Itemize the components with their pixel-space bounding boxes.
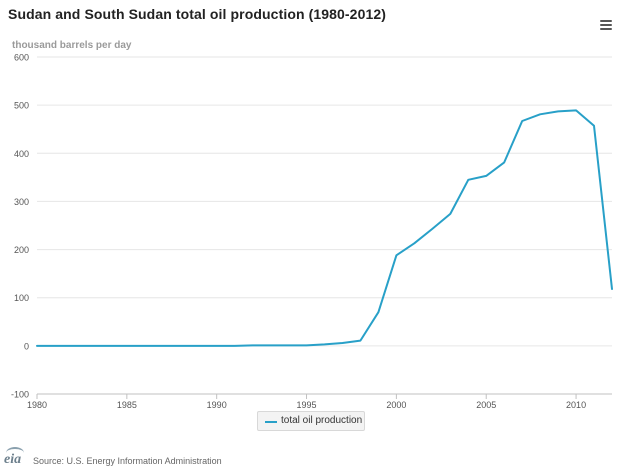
y-tick-label: 400 [14, 149, 29, 159]
x-tick-label: 2000 [386, 400, 406, 410]
x-tick-label: 1980 [27, 400, 47, 410]
source-note: Source: U.S. Energy Information Administ… [33, 456, 222, 466]
x-tick-label: 1990 [207, 400, 227, 410]
x-tick-label: 2010 [566, 400, 586, 410]
legend-label: total oil production [281, 415, 363, 426]
y-tick-label: 600 [14, 53, 29, 63]
y-tick-label: 100 [14, 293, 29, 303]
hamburger-menu-icon[interactable] [600, 20, 612, 30]
y-tick-label: 500 [14, 101, 29, 111]
y-axis-label: thousand barrels per day [12, 40, 132, 51]
legend-item-total-oil-production[interactable]: total oil production [257, 411, 365, 431]
x-tick-label: 2005 [476, 400, 496, 410]
y-tick-label: -100 [11, 390, 29, 400]
y-tick-label: 200 [14, 245, 29, 255]
series-line-total-oil-production [36, 109, 613, 347]
x-tick-label: 1985 [117, 400, 137, 410]
y-tick-label: 0 [24, 341, 29, 351]
legend-swatch [265, 421, 277, 423]
eia-logo: eia [4, 447, 24, 468]
chart-title: Sudan and South Sudan total oil producti… [8, 6, 386, 22]
y-tick-label: 300 [14, 197, 29, 207]
x-tick-label: 1995 [297, 400, 317, 410]
